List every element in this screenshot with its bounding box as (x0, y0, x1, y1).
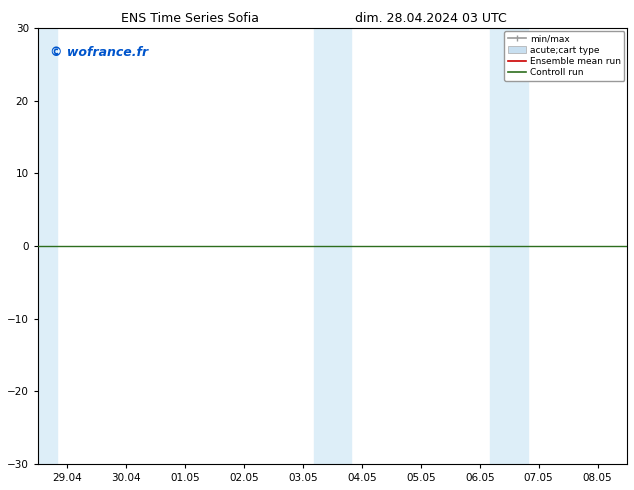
Text: dim. 28.04.2024 03 UTC: dim. 28.04.2024 03 UTC (355, 12, 507, 25)
Bar (490, 28, 509, 464)
Bar (314, 28, 332, 464)
Text: © wofrance.fr: © wofrance.fr (49, 46, 148, 58)
Bar (38, 28, 56, 464)
Legend: min/max, acute;cart type, Ensemble mean run, Controll run: min/max, acute;cart type, Ensemble mean … (505, 31, 624, 81)
Bar (332, 28, 351, 464)
Text: ENS Time Series Sofia: ENS Time Series Sofia (121, 12, 259, 25)
Bar (509, 28, 528, 464)
